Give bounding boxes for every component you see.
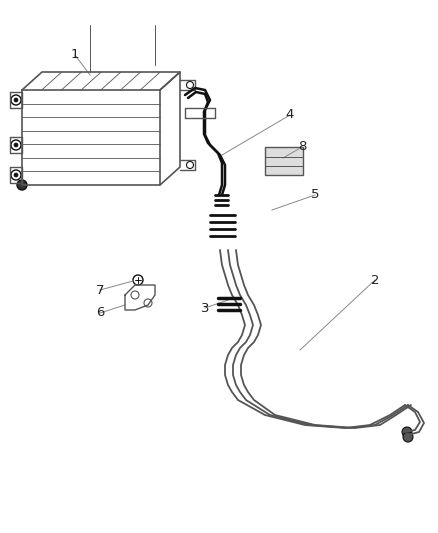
- Circle shape: [17, 180, 27, 190]
- Text: 6: 6: [96, 306, 104, 319]
- Bar: [265, 147, 303, 175]
- Text: 8: 8: [298, 141, 306, 154]
- Text: 3: 3: [201, 302, 209, 314]
- Text: 5: 5: [311, 189, 319, 201]
- Text: 2: 2: [371, 273, 379, 287]
- Circle shape: [402, 427, 412, 437]
- Circle shape: [14, 143, 18, 147]
- Circle shape: [14, 173, 18, 177]
- Text: 4: 4: [286, 109, 294, 122]
- Circle shape: [403, 432, 413, 442]
- Text: 1: 1: [71, 49, 79, 61]
- Circle shape: [14, 98, 18, 102]
- Text: 7: 7: [96, 284, 104, 296]
